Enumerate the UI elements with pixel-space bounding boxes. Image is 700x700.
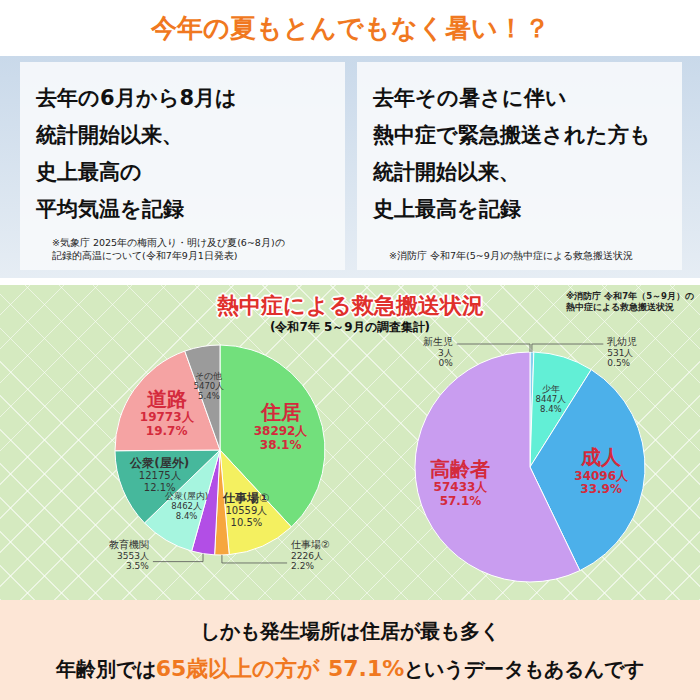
html-text:年齢別では65歳以上の方が57.1%というデータもあるんです: 年齢別では65歳以上の方が57.1%というデータもあるんです <box>55 656 645 681</box>
svg-text:仕事場②2226人2.2%: 仕事場②2226人2.2% <box>291 539 330 571</box>
svg-text:その他5470人5.4%: その他5470人5.4% <box>194 371 225 401</box>
html-text:去年の6月から8月は: 去年の6月から8月は <box>36 86 238 110</box>
html-text:史上最高の: 史上最高の <box>36 160 142 184</box>
html-text:※気象庁 2025年の梅雨入り・明け及び夏(6~8月)の: ※気象庁 2025年の梅雨入り・明け及び夏(6~8月)の <box>52 237 285 248</box>
html-text:熱中症による救急搬送状況: 熱中症による救急搬送状況 <box>216 293 484 318</box>
html-text:熱中症で緊急搬送された方も: 熱中症で緊急搬送された方も <box>373 123 651 147</box>
html-text:記録的高温について(令和7年9月1日発表): 記録的高温について(令和7年9月1日発表) <box>52 250 238 261</box>
svg-text:公衆(屋外)12175人12.1%: 公衆(屋外)12175人12.1% <box>129 456 189 493</box>
html-text:しかも発生場所は住居が最も多く: しかも発生場所は住居が最も多く <box>200 619 500 643</box>
svg-text:仕事場①10559人10.5%: 仕事場①10559人10.5% <box>222 491 269 528</box>
svg-text:少年8447人8.4%: 少年8447人8.4% <box>536 384 567 414</box>
svg-text:道路19773人19.7%: 道路19773人19.7% <box>140 387 195 438</box>
html-text:※消防庁 令和7年(5~9月)の熱中症による救急搬送状況: ※消防庁 令和7年(5~9月)の熱中症による救急搬送状況 <box>389 250 634 261</box>
html-text:去年その暑さに伴い: 去年その暑さに伴い <box>373 86 567 110</box>
html-text:※消防庁 令和7年（5～9月）の: ※消防庁 令和7年（5～9月）の <box>566 291 694 301</box>
svg-text:教育機関3553人3.5%: 教育機関3553人3.5% <box>109 539 149 571</box>
svg-text:公衆(屋内)8462人8.4%: 公衆(屋内)8462人8.4% <box>165 491 208 521</box>
svg-text:成人34096人33.9%: 成人34096人33.9% <box>574 445 629 496</box>
html-text:平均気温を記録: 平均気温を記録 <box>36 197 184 221</box>
html-text:今年の夏もとんでもなく暑い！？: 今年の夏もとんでもなく暑い！？ <box>150 12 550 43</box>
html-text:(令和7年 5～9月の調査集計): (令和7年 5～9月の調査集計) <box>269 320 431 334</box>
html-text:史上最高を記録: 史上最高を記録 <box>373 197 521 221</box>
html-text:熱中症による救急搬送状況: 熱中症による救急搬送状況 <box>566 302 674 312</box>
svg-text:高齢者57433人57.1%: 高齢者57433人57.1% <box>430 457 490 508</box>
html-text:統計開始以来、: 統計開始以来、 <box>36 123 183 147</box>
html-text:統計開始以来、: 統計開始以来、 <box>373 160 520 184</box>
svg-text:新生児3人0%: 新生児3人0% <box>423 336 453 368</box>
svg-text:住居38292人38.1%: 住居38292人38.1% <box>254 400 309 451</box>
svg-text:乳幼児531人0.5%: 乳幼児531人0.5% <box>607 336 637 368</box>
